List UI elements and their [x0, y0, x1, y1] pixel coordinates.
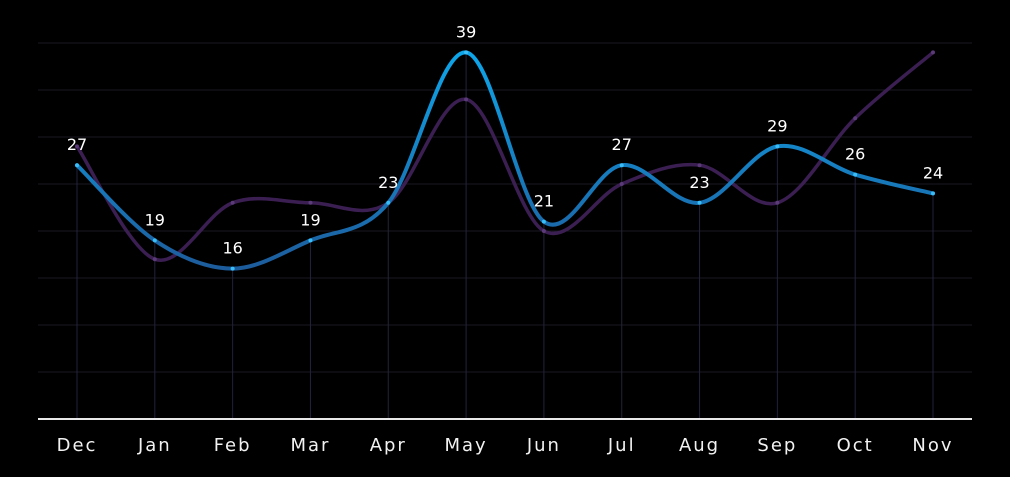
data-point-2	[697, 163, 702, 168]
data-point-2	[775, 200, 780, 205]
data-point-2	[230, 200, 235, 205]
data-point-2	[75, 144, 79, 149]
data-point-1	[75, 163, 79, 168]
x-tick-label: Apr	[370, 435, 407, 456]
data-point-1	[697, 200, 702, 205]
data-label: 23	[378, 173, 398, 192]
data-point-2	[152, 257, 157, 262]
data-label: 27	[612, 135, 632, 154]
data-label: 19	[145, 210, 165, 229]
data-point-1	[386, 200, 391, 205]
series-line-2	[75, 50, 935, 262]
x-tick-label: Dec	[57, 435, 98, 456]
data-label: 26	[845, 145, 865, 164]
x-tick-label: Aug	[679, 435, 720, 456]
data-point-1	[931, 191, 935, 196]
x-tick-label: Jul	[607, 435, 636, 456]
data-point-1	[308, 238, 313, 243]
grid-layer	[38, 42, 972, 419]
data-point-1	[541, 219, 546, 224]
data-point-1	[853, 172, 858, 177]
x-tick-label: Sep	[757, 435, 797, 456]
data-point-1	[775, 144, 780, 149]
data-label-layer: 27 19 16 19 23 39 21 27 23 29 26 24	[67, 22, 943, 257]
x-axis: Dec Jan Feb Mar Apr May Jun Jul Aug Sep Oct Nov	[38, 418, 972, 456]
data-point-2	[464, 97, 469, 102]
data-label: 23	[689, 173, 709, 192]
data-point-1	[619, 163, 624, 168]
data-label: 19	[300, 210, 320, 229]
x-tick-label: Jan	[137, 435, 172, 456]
x-tick-label: Oct	[837, 435, 874, 456]
data-point-1	[464, 50, 469, 55]
data-label: 27	[67, 135, 87, 154]
data-point-2	[853, 116, 858, 121]
data-label: 21	[534, 192, 554, 211]
data-label: 29	[767, 116, 787, 135]
data-point-2	[308, 200, 313, 205]
data-point-1	[152, 238, 157, 243]
x-tick-label: Nov	[912, 435, 953, 456]
x-tick-label: May	[444, 435, 487, 456]
x-tick-label: Jun	[526, 435, 561, 456]
data-label: 16	[222, 239, 242, 258]
data-label: 24	[923, 163, 943, 182]
x-tick-label: Feb	[214, 435, 252, 456]
data-point-2	[541, 229, 546, 233]
data-point-2	[619, 182, 624, 186]
data-label: 39	[456, 22, 476, 41]
data-point-1	[230, 266, 235, 271]
data-point-2	[931, 50, 935, 55]
series-layer	[75, 50, 935, 271]
x-tick-label: Mar	[290, 435, 330, 456]
